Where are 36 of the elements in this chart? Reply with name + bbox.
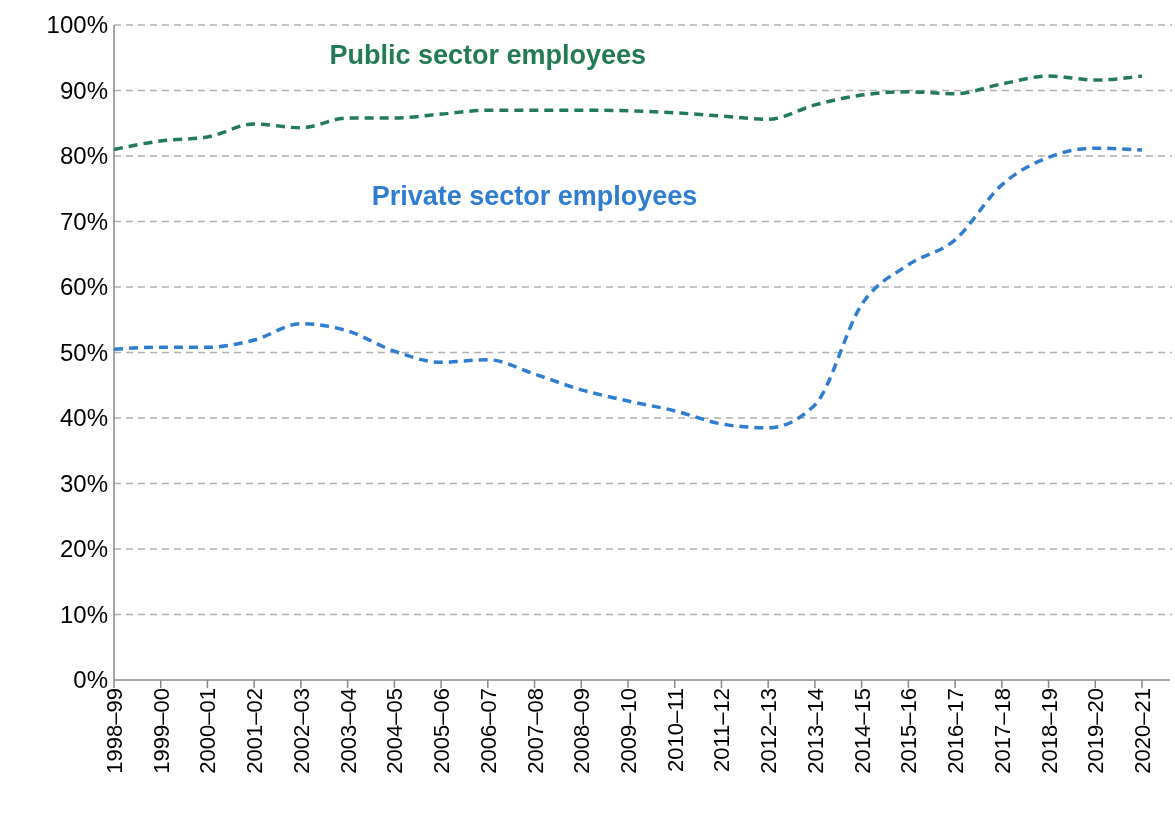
x-tick-label: 2020–21 xyxy=(1130,688,1155,774)
x-tick-label: 2018–19 xyxy=(1036,688,1062,774)
x-tick-label: 2012–13 xyxy=(756,688,782,774)
x-tick-label: 2003–04 xyxy=(335,688,361,774)
x-tick-label: 1999–00 xyxy=(148,688,174,774)
x-tick-label: 2002–03 xyxy=(288,688,314,774)
text: Private sector employees xyxy=(371,180,698,211)
x-tick-label: 2013–14 xyxy=(802,688,828,774)
y-tick-label: 20% xyxy=(59,535,108,563)
x-tick-label: 2001–02 xyxy=(242,688,268,774)
y-tick-label: 90% xyxy=(59,76,108,104)
y-tick-label: 80% xyxy=(59,142,108,170)
x-tick-label: 2015–16 xyxy=(896,688,922,774)
y-tick-label: 10% xyxy=(59,600,108,628)
series-label: Public sector employees xyxy=(329,39,647,70)
x-tick-label: 2014–15 xyxy=(849,688,875,774)
x-tick-label: 2016–17 xyxy=(943,688,969,774)
x-tick-label: 2000–01 xyxy=(195,688,221,774)
x-tick-label: 2006–07 xyxy=(475,688,501,774)
line-series xyxy=(112,146,1144,430)
x-tick-label: 2009–10 xyxy=(616,688,641,774)
x-tick-label: 2019–20 xyxy=(1083,688,1109,774)
y-tick-label: 30% xyxy=(59,469,108,497)
x-tick-label: 2011–12 xyxy=(709,688,735,773)
x-tick-label: 2004–05 xyxy=(382,688,408,774)
y-tick-label: 100% xyxy=(46,11,108,39)
line-series xyxy=(112,74,1144,152)
y-tick-label: 60% xyxy=(59,273,108,301)
x-tick-label: 2010–11 xyxy=(662,688,688,773)
x-tick-label: 2017–18 xyxy=(989,688,1015,774)
y-tick-label: 70% xyxy=(59,207,108,235)
x-tick-label: 2008–09 xyxy=(569,688,595,774)
x-tick-label: 2007–08 xyxy=(522,688,548,774)
x-tick-label: 2005–06 xyxy=(429,688,455,774)
y-tick-label: 50% xyxy=(59,338,108,366)
y-tick-label: 40% xyxy=(59,404,108,432)
